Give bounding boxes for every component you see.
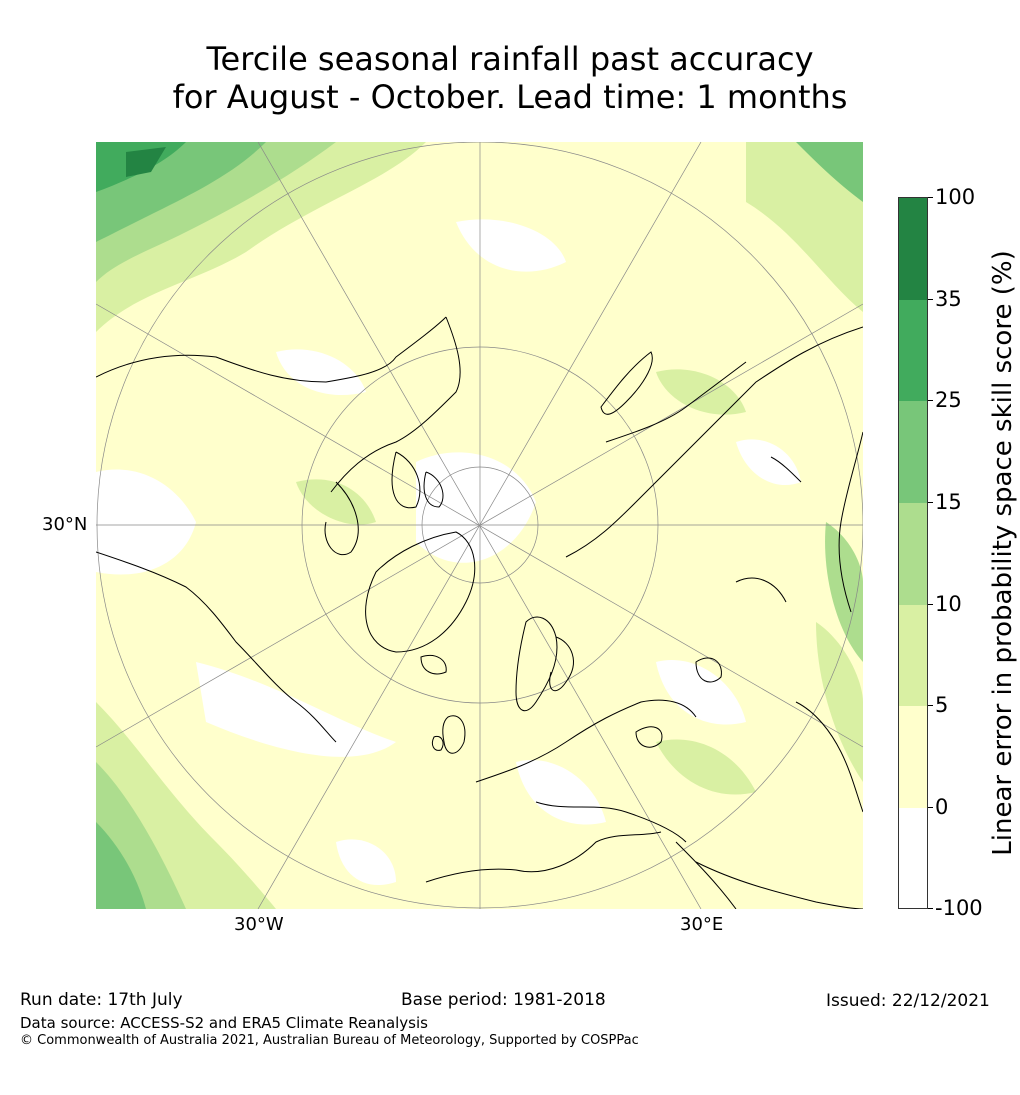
chart-title: Tercile seasonal rainfall past accuracy …	[0, 40, 1020, 116]
colorbar-tickmark	[928, 604, 933, 605]
colorbar-tick-label: 100	[935, 185, 976, 209]
colorbar-tick-label: 0	[935, 795, 949, 819]
colorbar-bin-neg100-0	[899, 808, 927, 908]
colorbar-tickmark	[928, 908, 933, 909]
colorbar-tick-label: -100	[935, 896, 983, 920]
colorbar-bin-5-10	[899, 605, 927, 706]
colorbar-tickmark	[928, 197, 933, 198]
colorbar-title: Linear error in probability space skill …	[988, 250, 1018, 856]
colorbar-tick-label: 5	[935, 693, 949, 717]
colorbar	[898, 197, 928, 909]
issued-date: Issued: 22/12/2021	[826, 991, 990, 1011]
coastlines	[96, 316, 863, 909]
data-source: Data source: ACCESS-S2 and ERA5 Climate …	[20, 1014, 428, 1032]
latitude-label-30n: 30°N	[42, 514, 88, 535]
longitude-label-30e: 30°E	[680, 914, 724, 935]
colorbar-bin-0-5	[899, 706, 927, 808]
longitude-label-30w: 30°W	[234, 914, 284, 935]
map-canvas	[96, 142, 863, 909]
colorbar-tickmark	[928, 807, 933, 808]
colorbar-tick-label: 25	[935, 388, 962, 412]
colorbar-tickmark	[928, 400, 933, 401]
base-period: Base period: 1981-2018	[401, 990, 606, 1010]
colorbar-tickmark	[928, 502, 933, 503]
polar-map	[96, 142, 863, 909]
copyright: © Commonwealth of Australia 2021, Austra…	[20, 1033, 639, 1048]
colorbar-tick-label: 15	[935, 490, 962, 514]
colorbar-bin-10-15	[899, 503, 927, 605]
colorbar-tickmark	[928, 705, 933, 706]
colorbar-tick-label: 35	[935, 287, 962, 311]
run-date: Run date: 17th July	[20, 990, 183, 1010]
colorbar-bin-25-35	[899, 300, 927, 401]
colorbar-tick-label: 10	[935, 592, 962, 616]
colorbar-tickmark	[928, 299, 933, 300]
colorbar-bin-15-25	[899, 401, 927, 503]
skill-shading	[96, 142, 863, 909]
colorbar-bin-35-100	[899, 198, 927, 300]
title-line-2: for August - October. Lead time: 1 month…	[172, 78, 848, 116]
title-line-1: Tercile seasonal rainfall past accuracy	[206, 40, 814, 78]
